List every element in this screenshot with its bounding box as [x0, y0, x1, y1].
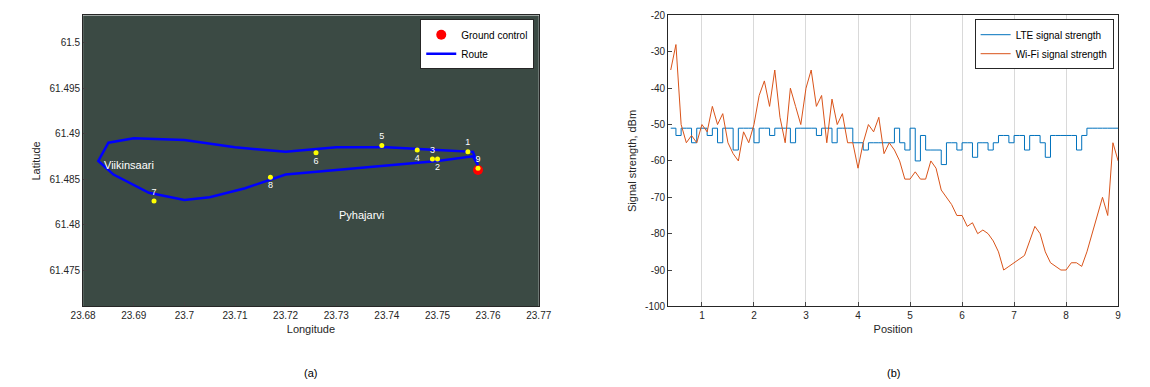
- svg-text:8: 8: [1063, 310, 1069, 321]
- svg-text:8: 8: [268, 180, 273, 190]
- svg-text:(a): (a): [304, 367, 317, 379]
- svg-text:61.495: 61.495: [50, 83, 81, 94]
- svg-text:-30: -30: [651, 46, 666, 57]
- svg-text:9: 9: [475, 154, 480, 164]
- svg-text:4: 4: [855, 310, 861, 321]
- svg-text:6: 6: [959, 310, 965, 321]
- svg-text:Ground control: Ground control: [461, 30, 527, 41]
- svg-text:23.72: 23.72: [273, 310, 298, 321]
- svg-text:5: 5: [379, 131, 384, 141]
- svg-text:23.76: 23.76: [476, 310, 501, 321]
- svg-text:-70: -70: [651, 192, 666, 203]
- svg-text:(b): (b): [887, 367, 900, 379]
- svg-text:61.475: 61.475: [50, 265, 81, 276]
- svg-text:9: 9: [1115, 310, 1121, 321]
- svg-text:23.74: 23.74: [374, 310, 399, 321]
- svg-text:-50: -50: [651, 119, 666, 130]
- svg-text:Latitude: Latitude: [30, 141, 42, 180]
- svg-text:Pyhajarvi: Pyhajarvi: [339, 209, 384, 221]
- svg-text:1: 1: [699, 310, 705, 321]
- svg-text:Viikinsaari: Viikinsaari: [104, 159, 154, 171]
- svg-text:-80: -80: [651, 228, 666, 239]
- svg-text:Position: Position: [874, 323, 913, 335]
- svg-text:-60: -60: [651, 155, 666, 166]
- svg-text:1: 1: [465, 137, 470, 147]
- svg-text:-40: -40: [651, 83, 666, 94]
- svg-text:61.48: 61.48: [55, 219, 80, 230]
- svg-text:2: 2: [751, 310, 757, 321]
- svg-text:Signal strength, dBm: Signal strength, dBm: [626, 110, 638, 212]
- svg-text:6: 6: [313, 156, 318, 166]
- svg-text:5: 5: [907, 310, 913, 321]
- svg-text:23.75: 23.75: [425, 310, 450, 321]
- svg-text:7: 7: [1011, 310, 1017, 321]
- svg-text:3: 3: [803, 310, 809, 321]
- svg-text:61.485: 61.485: [50, 174, 81, 185]
- svg-text:23.69: 23.69: [121, 310, 146, 321]
- svg-text:7: 7: [151, 187, 156, 197]
- svg-text:23.73: 23.73: [324, 310, 349, 321]
- svg-text:23.71: 23.71: [222, 310, 247, 321]
- svg-text:4: 4: [415, 153, 420, 163]
- svg-text:61.49: 61.49: [55, 128, 80, 139]
- svg-text:-20: -20: [651, 10, 666, 21]
- svg-text:-90: -90: [651, 265, 666, 276]
- svg-text:Wi-Fi signal strength: Wi-Fi signal strength: [1016, 49, 1107, 60]
- svg-text:3: 3: [430, 145, 435, 155]
- svg-text:-100: -100: [645, 301, 665, 312]
- svg-text:Longitude: Longitude: [287, 323, 335, 335]
- svg-text:Route: Route: [461, 49, 488, 60]
- svg-text:23.7: 23.7: [175, 310, 195, 321]
- svg-text:LTE signal strength: LTE signal strength: [1016, 30, 1101, 41]
- svg-text:23.68: 23.68: [71, 310, 96, 321]
- svg-text:2: 2: [435, 162, 440, 172]
- svg-text:61.5: 61.5: [61, 37, 81, 48]
- svg-text:23.77: 23.77: [526, 310, 551, 321]
